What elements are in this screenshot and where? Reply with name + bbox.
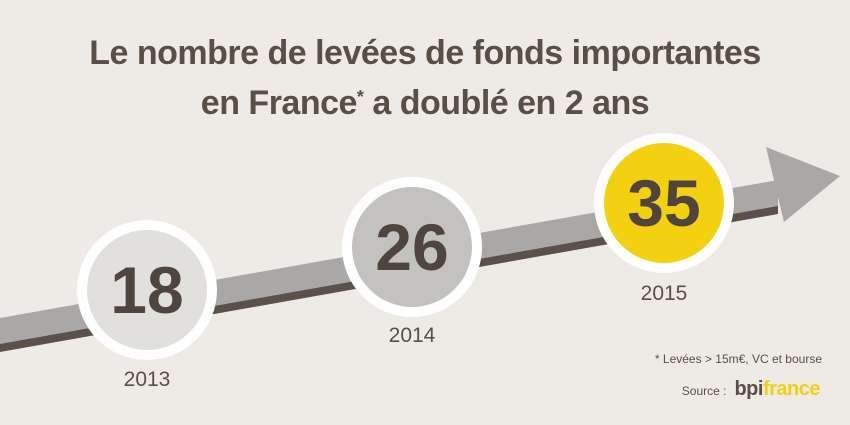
value-2014: 26 [375,210,448,284]
footnote: * Levées > 15m€, VC et bourse [654,352,822,366]
headline-line-1: Le nombre de levées de fonds importantes [89,34,761,72]
headline: Le nombre de levées de fonds importantes… [0,28,850,128]
headline-line-2: en France* a doublé en 2 ans [0,78,850,128]
arrow-head [766,147,840,222]
headline-line-2-end: a doublé en 2 ans [363,84,650,122]
year-2015: 2015 [640,282,688,305]
milestone-2013: 18 [77,220,217,360]
logo-text-france: france [762,378,821,400]
headline-line-2-start: en France [200,84,358,122]
bpifrance-logo: bpifrance [734,378,820,401]
year-2014: 2014 [388,324,436,347]
value-2013: 18 [110,253,183,327]
logo-text-bpi: bpi [734,378,763,400]
bubble-2014 [352,187,472,307]
source-credit: Source : bpifrance [681,378,821,401]
milestone-2015: 35 [594,133,734,273]
footnote-marker: * [356,87,364,107]
bubble-2013 [87,230,207,350]
bubble-2015 [604,143,724,263]
value-2015: 35 [627,166,700,240]
year-2013: 2013 [123,368,171,391]
source-label: Source : [681,384,727,398]
milestone-2014: 26 [342,177,482,317]
